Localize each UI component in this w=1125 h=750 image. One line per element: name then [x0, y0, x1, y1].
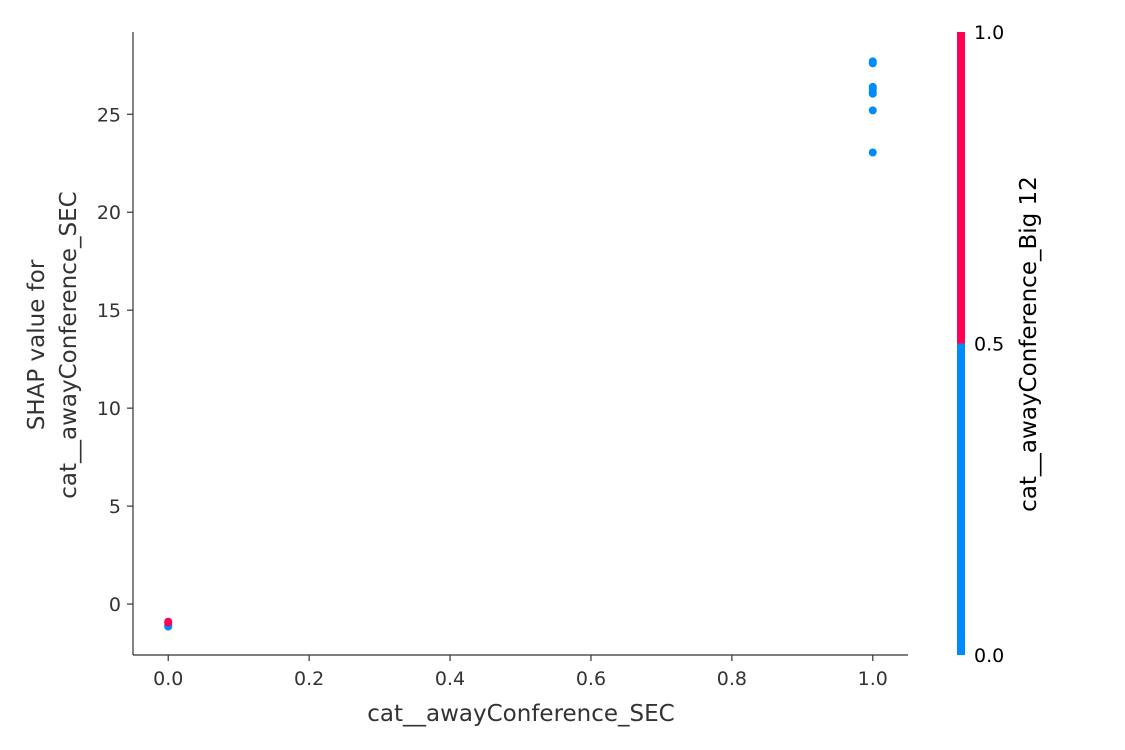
colorbar-tick-label: 0.0 — [974, 645, 1004, 667]
scatter-points — [164, 57, 877, 631]
colorbar-title: cat__awayConference_Big 12 — [1016, 176, 1042, 512]
scatter-point — [164, 617, 173, 626]
y-axis-title-line-2: cat__awayConference_SEC — [56, 191, 82, 499]
scatter-point — [868, 106, 877, 115]
x-tick-label: 0.0 — [153, 668, 183, 690]
colorbar-tick-label: 1.0 — [974, 22, 1004, 44]
x-tick-label: 0.6 — [576, 668, 606, 690]
y-tick-label: 25 — [97, 104, 121, 126]
colorbar-high-segment — [957, 32, 965, 344]
x-tick-label: 0.2 — [294, 668, 324, 690]
y-axis-title-line-1: SHAP value for — [24, 259, 50, 430]
colorbar-tick-label: 0.5 — [974, 334, 1004, 356]
x-tick-label: 1.0 — [858, 668, 888, 690]
colorbar-low-segment — [957, 343, 965, 655]
x-tick-label: 0.4 — [435, 668, 465, 690]
y-tick-label: 15 — [97, 300, 121, 322]
y-tick-label: 10 — [97, 398, 121, 420]
y-tick-label: 5 — [109, 496, 121, 518]
x-tick-label: 0.8 — [717, 668, 747, 690]
y-tick-label: 20 — [97, 202, 121, 224]
y-tick-label: 0 — [109, 594, 121, 616]
axes: 0.0 0.2 0.4 0.6 0.8 1.0 0 5 10 15 20 25 — [97, 32, 908, 690]
x-axis-title: cat__awayConference_SEC — [367, 701, 675, 727]
scatter-point — [868, 89, 877, 98]
scatter-point — [868, 148, 877, 157]
scatter-point — [868, 59, 877, 68]
colorbar: 0.0 0.5 1.0 — [957, 22, 1004, 667]
